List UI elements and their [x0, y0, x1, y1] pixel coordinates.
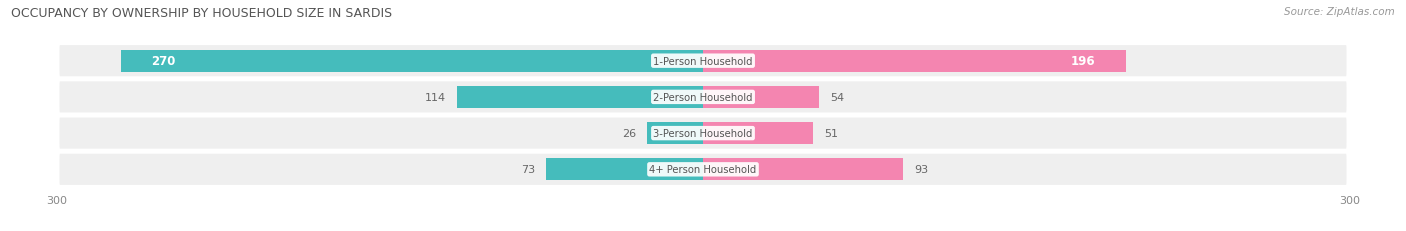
Bar: [546, 159, 703, 180]
Bar: [703, 159, 904, 180]
Bar: [647, 123, 703, 144]
FancyBboxPatch shape: [59, 118, 1347, 149]
Text: 4+ Person Household: 4+ Person Household: [650, 165, 756, 175]
Text: 2-Person Household: 2-Person Household: [654, 92, 752, 103]
Text: 1-Person Household: 1-Person Household: [654, 56, 752, 66]
FancyBboxPatch shape: [59, 46, 1347, 77]
Text: 270: 270: [150, 55, 176, 68]
Text: 73: 73: [520, 165, 534, 175]
Text: 3-Person Household: 3-Person Household: [654, 128, 752, 139]
Bar: [703, 123, 813, 144]
Text: 114: 114: [426, 92, 447, 103]
Bar: [703, 51, 1126, 72]
Text: Source: ZipAtlas.com: Source: ZipAtlas.com: [1284, 7, 1395, 17]
FancyBboxPatch shape: [59, 82, 1347, 113]
Text: 93: 93: [914, 165, 928, 175]
Text: 51: 51: [824, 128, 838, 139]
Text: 54: 54: [830, 92, 845, 103]
Text: 196: 196: [1071, 55, 1095, 68]
Bar: [121, 51, 703, 72]
FancyBboxPatch shape: [59, 154, 1347, 185]
Bar: [703, 87, 820, 108]
Text: OCCUPANCY BY OWNERSHIP BY HOUSEHOLD SIZE IN SARDIS: OCCUPANCY BY OWNERSHIP BY HOUSEHOLD SIZE…: [11, 7, 392, 20]
Text: 26: 26: [621, 128, 636, 139]
Bar: [457, 87, 703, 108]
